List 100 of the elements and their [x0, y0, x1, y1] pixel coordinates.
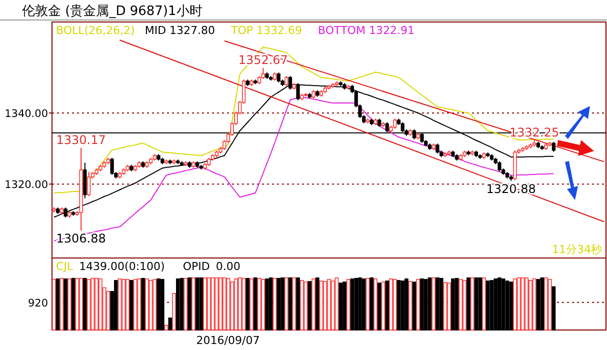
bar: [203, 277, 207, 330]
bar: [494, 278, 498, 330]
bar: [230, 282, 234, 330]
candlestick: [284, 76, 288, 86]
text: BOTTOM 1322.91: [318, 24, 414, 37]
series-label: TOP 1332.69: [230, 24, 302, 37]
y-tick-label: 1320.00: [4, 179, 48, 192]
annotation: 1306.88: [56, 232, 106, 246]
bar: [486, 280, 490, 330]
bar: [176, 278, 180, 330]
bar: [90, 278, 95, 330]
bar: [268, 277, 273, 330]
bar: [195, 277, 200, 330]
bar: [308, 281, 312, 330]
bar: [443, 282, 448, 330]
bar: [540, 277, 544, 330]
bar: [68, 278, 72, 330]
bar: [156, 278, 160, 330]
bar: [114, 280, 118, 330]
bar: [141, 278, 145, 330]
y-tick-label: 1340.00: [4, 108, 48, 120]
bar: [130, 280, 134, 330]
bar: [327, 278, 331, 330]
bar: [370, 277, 374, 330]
bar: [516, 277, 521, 330]
bar: [474, 277, 478, 330]
bar: [338, 282, 343, 330]
bar: [346, 278, 350, 330]
bar: [392, 278, 397, 330]
candlestick: [276, 72, 280, 83]
bar: [420, 278, 424, 330]
bar: [210, 277, 215, 330]
bar: [257, 278, 262, 330]
bar: [214, 277, 219, 330]
candlestick: [393, 118, 397, 130]
bar: [60, 278, 64, 330]
bar: [374, 278, 378, 330]
bar: [160, 278, 164, 330]
bar: [218, 277, 222, 330]
annotation: 11分34秒: [552, 243, 602, 256]
candlestick: [110, 157, 114, 176]
bar: [428, 277, 432, 330]
bar: [520, 277, 525, 330]
bar: [312, 278, 316, 330]
bar: [253, 277, 258, 330]
bar: [242, 278, 246, 330]
bar: [330, 280, 335, 330]
candlestick: [436, 143, 440, 154]
bar: [288, 277, 292, 330]
bar: [323, 281, 328, 330]
bar: [284, 277, 288, 330]
bar: [552, 286, 556, 330]
bar: [400, 280, 405, 330]
x-axis-title: 2016/09/07: [196, 334, 260, 347]
bar: [350, 278, 354, 330]
bar: [172, 293, 176, 330]
bar: [532, 278, 536, 330]
bar: [272, 278, 277, 330]
bar: [184, 278, 188, 330]
bar: [145, 278, 149, 330]
bar: [362, 278, 366, 330]
bar: [528, 280, 532, 330]
bar: [377, 282, 382, 330]
bar: [71, 278, 76, 330]
bar: [188, 277, 192, 330]
candlestick: [87, 171, 91, 197]
bar: [462, 280, 467, 330]
text: 920: [28, 297, 48, 310]
bar: [342, 282, 346, 330]
bar: [280, 277, 284, 330]
bar: [56, 278, 60, 330]
bar: [513, 278, 517, 330]
bar: [168, 318, 172, 330]
bar: [148, 280, 153, 330]
bar: [276, 278, 281, 330]
bar: [133, 278, 138, 330]
bar: [206, 277, 211, 330]
bar: [416, 278, 420, 330]
bar: [381, 282, 386, 330]
bar: [292, 277, 296, 330]
bar: [451, 278, 455, 330]
bar: [544, 277, 548, 330]
bar: [304, 282, 308, 330]
bar: [226, 278, 230, 330]
bar: [75, 278, 80, 330]
bar: [466, 277, 470, 330]
bar: [83, 278, 87, 330]
bar: [164, 324, 168, 330]
bar: [106, 290, 110, 330]
bar: [536, 278, 540, 330]
bar: [470, 277, 474, 330]
text: 1439.00(0:100): [79, 260, 165, 273]
bar: [261, 278, 266, 330]
bar: [408, 281, 412, 330]
bar: [498, 277, 502, 330]
bar: [234, 278, 238, 330]
text: CJL: [56, 260, 74, 273]
text: OPID: [182, 260, 210, 273]
bar: [396, 280, 401, 330]
text: MID 1327.80: [144, 24, 216, 37]
